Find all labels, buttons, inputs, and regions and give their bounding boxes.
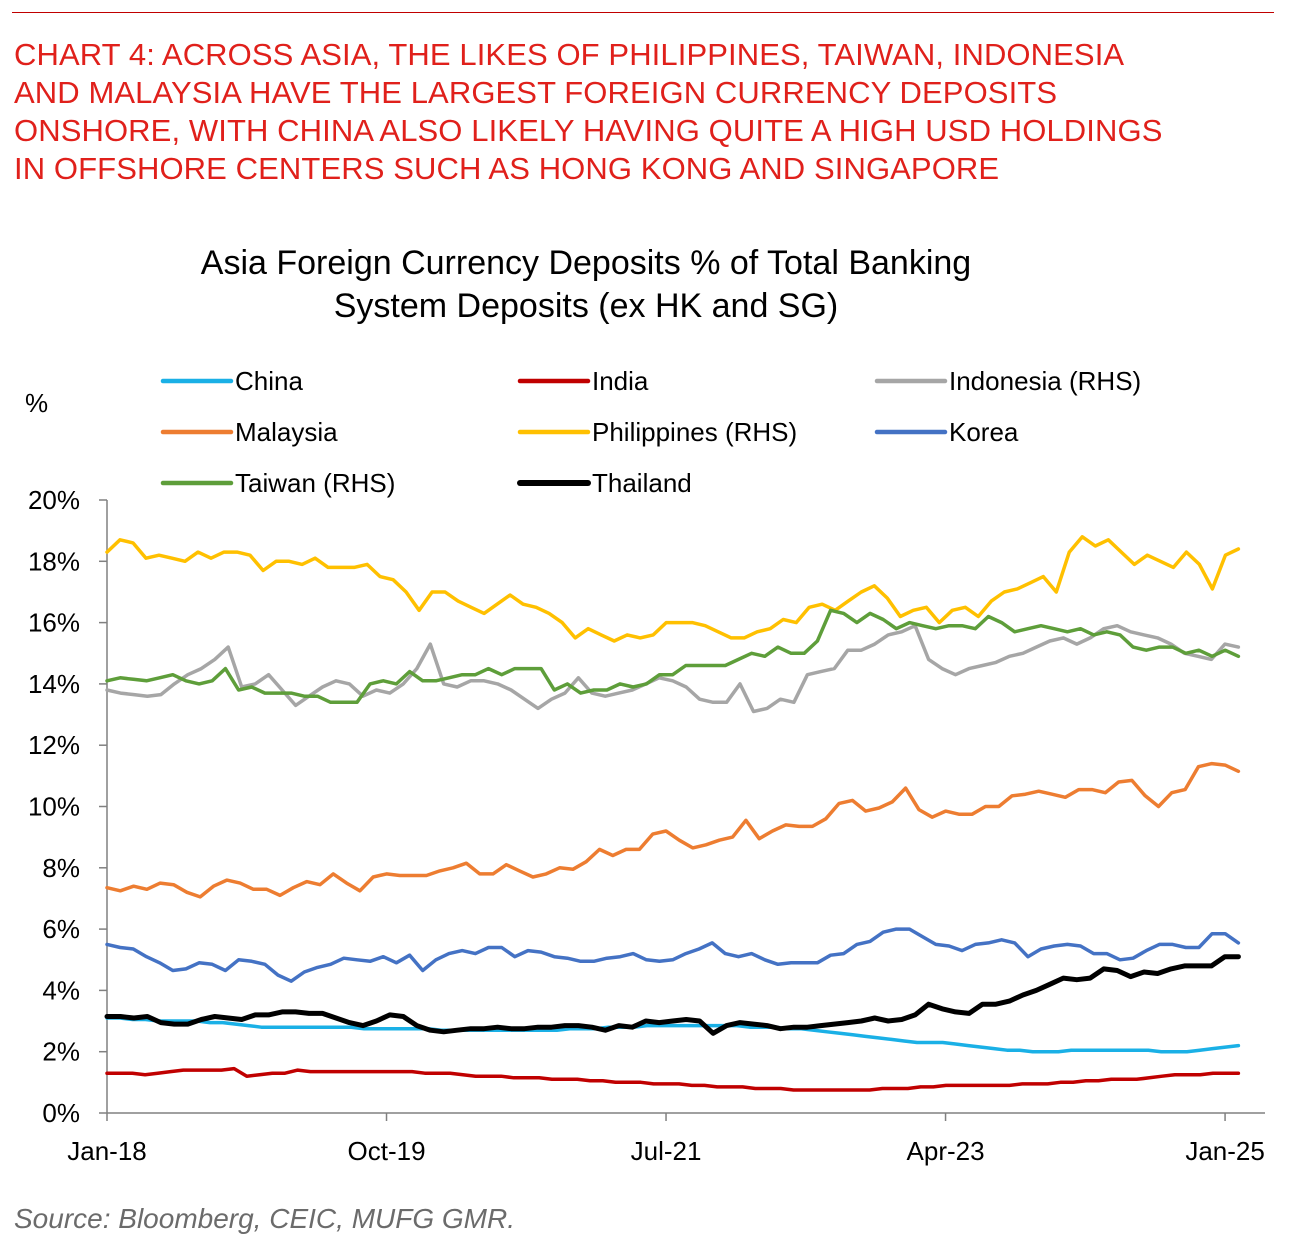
- series-layer: [104, 535, 1241, 1092]
- y-tick-label: 14%: [28, 669, 80, 699]
- x-tick-label: Jul-21: [631, 1136, 702, 1166]
- y-tick-label: 8%: [42, 853, 80, 883]
- legend-label-china: China: [235, 366, 303, 396]
- y-tick-label: 18%: [28, 546, 80, 576]
- legend-label-philippines-rhs: Philippines (RHS): [592, 417, 797, 447]
- headline-line-2: AND MALAYSIA HAVE THE LARGEST FOREIGN CU…: [14, 75, 1058, 110]
- axes: 0% 2% 4% 6% 8% 10% 12% 14% 16% 18% 20% Jan-18 Oct-19…: [28, 485, 1265, 1166]
- y-tick-label: 4%: [42, 975, 80, 1005]
- legend-label-thailand: Thailand: [592, 468, 692, 498]
- y-tick-label: 2%: [42, 1037, 80, 1067]
- legend: China India Indonesia (RHS) Malaysia Philipp…: [160, 366, 1141, 498]
- headline-line-3: ONSHORE, WITH CHINA ALSO LIKELY HAVING Q…: [14, 113, 1163, 148]
- series-line-korea: [105, 927, 1241, 983]
- x-tick-label: Oct-19: [348, 1136, 426, 1166]
- y-tick-label: 6%: [42, 914, 80, 944]
- y-tick-label: 10%: [28, 792, 80, 822]
- legend-label-korea: Korea: [949, 417, 1019, 447]
- x-tick-label: Jan-25: [1185, 1136, 1265, 1166]
- series-line-taiwan-rhs: [105, 608, 1241, 705]
- series-line-indonesia-rhs: [105, 623, 1241, 714]
- legend-label-india: India: [592, 366, 649, 396]
- y-tick-label: 16%: [28, 608, 80, 638]
- y-axis-unit: %: [25, 388, 48, 418]
- chart-title-line-1: Asia Foreign Currency Deposits % of Tota…: [201, 244, 971, 282]
- y-tick-label: 20%: [28, 485, 80, 515]
- series-line-philippines-rhs: [105, 535, 1241, 643]
- chart-headline: CHART 4: ACROSS ASIA, THE LIKES OF PHILI…: [14, 36, 1294, 188]
- y-tick-label: 0%: [42, 1098, 80, 1128]
- series-line-thailand: [104, 954, 1241, 1036]
- top-rule: [12, 12, 1274, 13]
- series-line-china: [105, 1016, 1241, 1054]
- chart-title-line-2: System Deposits (ex HK and SG): [334, 287, 839, 325]
- headline-line-1: CHART 4: ACROSS ASIA, THE LIKES OF PHILI…: [14, 37, 1125, 72]
- series-line-malaysia: [105, 761, 1241, 899]
- y-tick-label: 12%: [28, 730, 80, 760]
- source-note: Source: Bloomberg, CEIC, MUFG GMR.: [14, 1203, 516, 1234]
- x-tick-label: Apr-23: [907, 1136, 985, 1166]
- legend-label-taiwan-rhs: Taiwan (RHS): [235, 468, 395, 498]
- headline-line-4: IN OFFSHORE CENTERS SUCH AS HONG KONG AN…: [14, 151, 1000, 186]
- legend-label-indonesia-rhs: Indonesia (RHS): [949, 366, 1141, 396]
- x-tick-label: Jan-18: [67, 1136, 147, 1166]
- series-line-india: [105, 1066, 1241, 1092]
- legend-label-malaysia: Malaysia: [235, 417, 338, 447]
